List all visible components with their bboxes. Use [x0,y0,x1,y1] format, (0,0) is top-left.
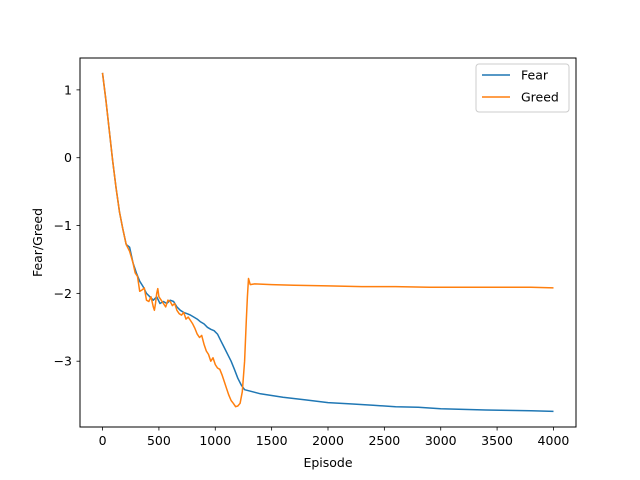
y-tick-label: −2 [54,286,72,301]
y-axis-label: Fear/Greed [30,208,45,277]
y-tick-label: −3 [54,354,72,369]
x-tick-label: 3000 [425,433,457,448]
x-tick-label: 1500 [256,433,288,448]
series-layer [101,72,554,413]
legend: Fear Greed [475,63,570,113]
x-tick-label: 1000 [199,433,231,448]
y-tick-label: 1 [64,82,72,97]
legend-label-greed: Greed [521,90,559,105]
x-tick-label: 0 [99,433,107,448]
x-tick-label: 500 [147,433,171,448]
x-axis-label: Episode [303,455,352,470]
y-tick-label: −1 [54,218,72,233]
legend-label-fear: Fear [521,68,549,83]
plot-background [80,58,576,427]
plot-area [80,58,576,427]
x-tick-label: 2500 [368,433,400,448]
x-axis: 0 500 1000 1500 2000 2500 3000 3500 4000 [99,427,570,448]
x-tick-label: 4000 [538,433,570,448]
y-axis: 1 0 −1 −2 −3 [54,82,80,369]
x-tick-label: 2000 [312,433,344,448]
y-tick-label: 0 [64,150,72,165]
series-line-greed [101,72,554,408]
legend-box [475,63,570,113]
x-tick-label: 3500 [481,433,513,448]
